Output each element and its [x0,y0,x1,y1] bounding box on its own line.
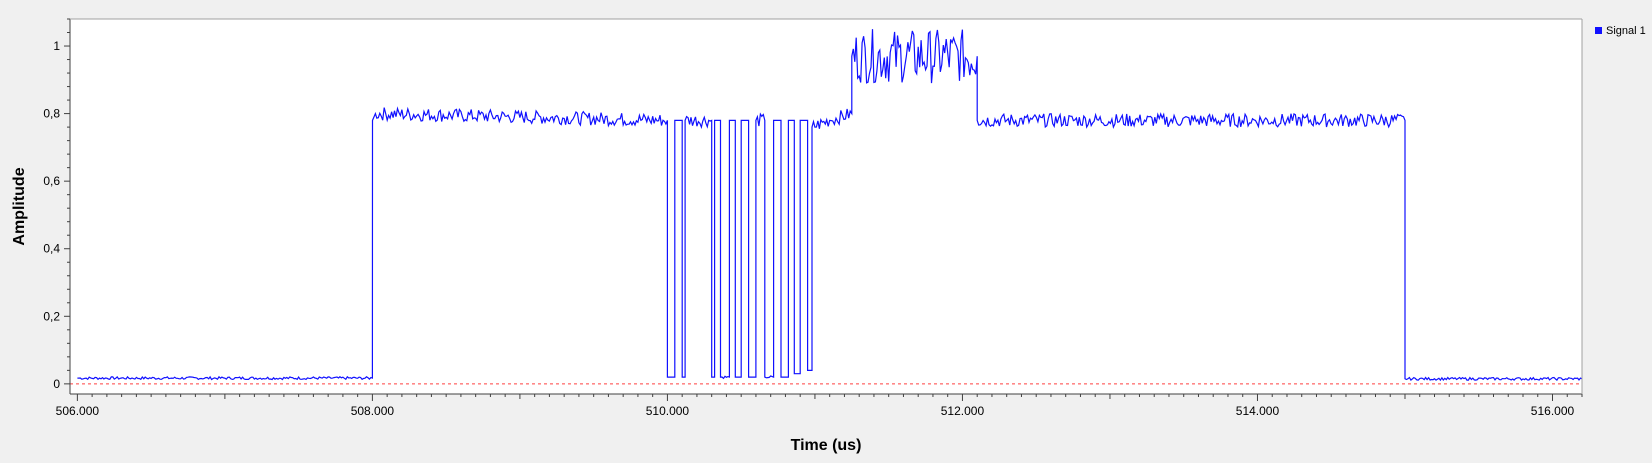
legend[interactable]: Signal 1 [1595,25,1646,37]
plot-background [70,19,1582,394]
x-tick-label: 510.000 [646,404,690,418]
y-tick-label: 0 [53,377,60,391]
y-tick-label: 1 [53,39,60,53]
x-ticks: 506.000 508.000 510.000 512.000 514.000 516.0… [56,394,1583,418]
signal-1-line [77,29,1583,382]
y-ticks: 0 0,2 0,4 0,6 0,8 1 [43,18,70,391]
x-tick-label: 508.000 [351,404,395,418]
y-tick-label: 0,2 [43,309,60,323]
y-axis-title: Amplitude [11,167,28,245]
x-tick-label: 514.000 [1236,404,1280,418]
legend-swatch [1595,27,1602,34]
y-tick-label: 0,8 [43,107,60,121]
x-axis-title: Time (us) [791,437,862,454]
x-tick-label: 512.000 [941,404,985,418]
legend-label: Signal 1 [1606,25,1646,37]
y-tick-label: 0,4 [43,242,60,256]
x-tick-label: 506.000 [56,404,100,418]
y-tick-label: 0,6 [43,174,60,188]
x-tick-label: 516.000 [1531,404,1575,418]
series-group [77,29,1583,382]
axes-group [69,18,1583,395]
